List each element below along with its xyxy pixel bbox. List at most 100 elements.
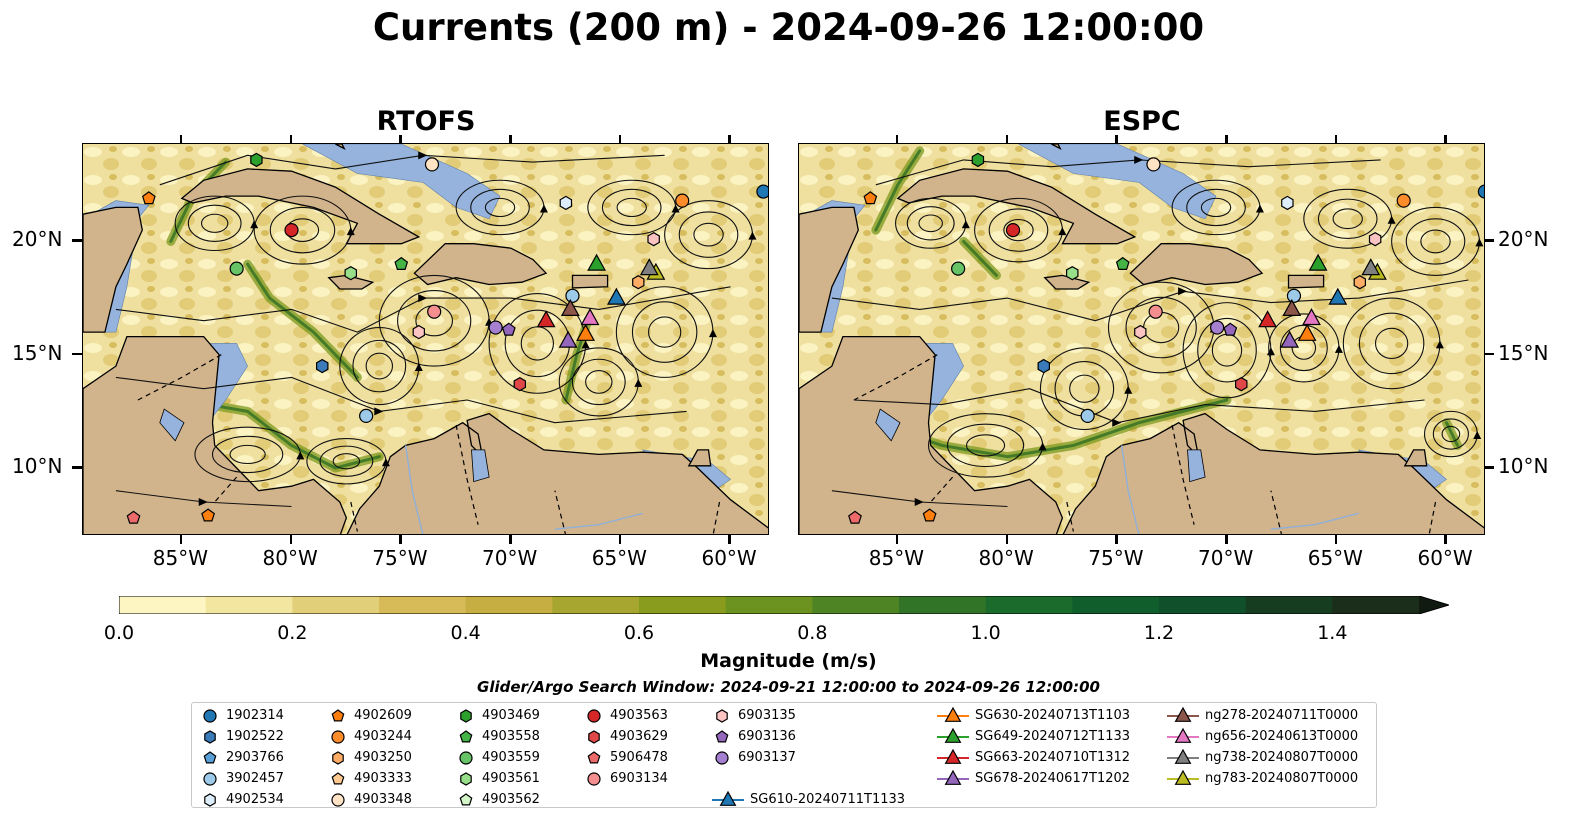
x-tick-mark	[728, 135, 731, 144]
observation-marker-4902609	[201, 508, 216, 522]
observation-marker-3902457	[359, 408, 374, 424]
land	[1051, 144, 1062, 150]
colorbar-tick-label: 1.0	[970, 622, 1001, 644]
land	[799, 206, 859, 333]
observation-marker-6903134	[1148, 304, 1163, 319]
legend-item: 4903469	[456, 706, 540, 724]
observation-marker-5906478	[848, 510, 862, 524]
legend-marker-circle	[587, 709, 601, 723]
colorbar-extend-arrow	[1419, 596, 1449, 614]
observation-marker-ng656-20240613t0000	[580, 308, 600, 326]
observation-marker-4903244	[675, 193, 690, 208]
colorbar-tick-label: 1.4	[1317, 622, 1348, 644]
x-tick-mark	[1225, 535, 1228, 544]
observation-marker-6903135	[647, 232, 660, 247]
map-panel-rtofs	[82, 143, 769, 535]
legend-marker-circle	[331, 793, 345, 807]
country-border	[1428, 501, 1437, 534]
legend-label: SG610-20240711T1133	[750, 791, 906, 807]
observation-marker-6903134	[427, 304, 442, 319]
legend-label: 4902609	[354, 707, 412, 723]
legend-marker-hexagon	[204, 793, 216, 807]
country-border	[712, 501, 721, 534]
observation-marker-6903137	[488, 320, 503, 335]
observation-marker-4903250	[1353, 275, 1366, 290]
colorbar-segment	[465, 596, 553, 614]
land	[1043, 274, 1091, 290]
legend-label: 4903559	[482, 749, 540, 765]
y-tick-mark-right	[1484, 352, 1494, 356]
observation-marker-4902609	[922, 508, 937, 522]
legend-item: SG663-20240710T1312	[937, 748, 1130, 766]
land	[180, 168, 421, 245]
y-tick-label-left: 10°N	[12, 454, 63, 479]
legend-label: SG630-20240713T1103	[975, 707, 1131, 723]
observation-marker-ng278-20240711t0000	[560, 298, 580, 316]
colorbar-tick-label: 1.2	[1143, 622, 1175, 644]
country-border	[1270, 490, 1283, 534]
observation-marker-4903469	[250, 152, 263, 168]
legend-label: 3902457	[226, 770, 284, 786]
x-tick-mark	[1334, 135, 1338, 144]
legend-marker-hexagon	[716, 709, 728, 723]
x-tick-mark	[1444, 135, 1447, 144]
observation-marker-sg678-20240617t1202	[558, 330, 578, 348]
country-border	[853, 354, 938, 401]
country-border	[554, 490, 567, 534]
legend-item: 4903558	[456, 727, 540, 745]
observation-marker-1902314	[756, 184, 768, 199]
panel-title-rtofs: RTOFS	[376, 106, 476, 137]
observation-marker-ng278-20240711t0000	[1282, 298, 1302, 316]
observation-marker-sg630-20240713t1103	[576, 323, 596, 341]
observation-marker-3902457	[1080, 408, 1095, 424]
observation-marker-ng738-20240807t0000	[1361, 258, 1381, 276]
x-tick-mark	[289, 135, 292, 144]
legend-marker-hexagon	[460, 772, 472, 786]
x-tick-mark	[728, 535, 731, 544]
land	[346, 412, 768, 534]
observation-marker-4903563	[1005, 223, 1021, 238]
panel-title-espc: ESPC	[1103, 106, 1181, 137]
x-tick-label: 85°W	[152, 546, 208, 570]
land	[1403, 449, 1428, 467]
land	[83, 335, 348, 534]
x-tick-mark	[1334, 535, 1338, 544]
legend-item: SG649-20240712T1133	[937, 727, 1130, 745]
legend-label: ng278-20240711T0000	[1205, 707, 1359, 723]
search-window-text: Glider/Argo Search Window: 2024-09-21 12…	[477, 678, 1100, 696]
y-tick-mark-left	[72, 466, 82, 469]
legend-marker-triangle-line	[944, 727, 962, 743]
lake	[471, 449, 490, 483]
colorbar	[119, 596, 1449, 614]
lake	[1187, 449, 1206, 483]
legend-marker-triangle-line	[1174, 706, 1192, 722]
observation-marker-1902314	[1477, 184, 1484, 199]
legend-item: ng278-20240711T0000	[1167, 706, 1358, 724]
colorbar-tick-label: 0.0	[103, 622, 135, 644]
legend-marker-circle	[459, 751, 473, 765]
land	[896, 168, 1137, 245]
x-tick-label: 75°W	[372, 546, 428, 570]
land	[687, 449, 712, 467]
observation-marker-5906478	[126, 510, 141, 524]
river	[404, 445, 424, 534]
land	[335, 144, 346, 150]
legend-item: ng783-20240807T0000	[1167, 769, 1358, 787]
colorbar-segment	[292, 596, 380, 614]
x-tick-mark	[895, 135, 899, 144]
legend-item: 4903348	[328, 790, 412, 808]
x-tick-label: 85°W	[868, 546, 924, 570]
observation-marker-4903559	[951, 261, 966, 276]
legend-marker-triangle-line	[944, 769, 962, 785]
land	[83, 206, 143, 333]
land	[1287, 274, 1325, 289]
legend-item: SG630-20240713T1103	[937, 706, 1130, 724]
observation-marker-ng656-20240613t0000	[1302, 308, 1321, 326]
observation-marker-6903135	[1134, 324, 1147, 340]
x-tick-label: 60°W	[1417, 546, 1473, 570]
observation-marker-sg630-20240713t1103	[1297, 323, 1317, 341]
legend-label: 4903250	[354, 749, 412, 765]
legend-label: SG663-20240710T1312	[975, 749, 1131, 765]
legend-marker-triangle-line	[944, 748, 962, 764]
observation-marker-4903244	[1396, 193, 1411, 208]
